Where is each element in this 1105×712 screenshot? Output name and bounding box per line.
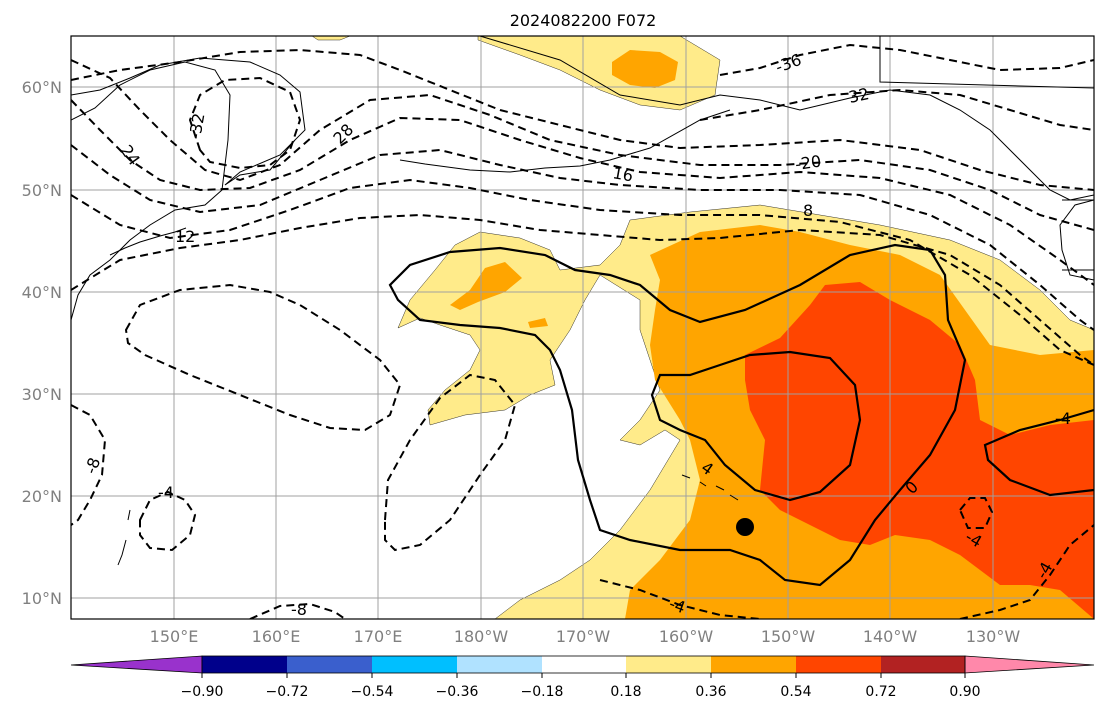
coast-marianas: [117, 509, 131, 566]
lat-label: 60°N: [22, 78, 62, 97]
contour-28: [71, 48, 1094, 191]
contour-8-north: [71, 213, 1094, 366]
lon-label: 130°W: [966, 627, 1021, 646]
contour-0-east: [983, 408, 1094, 497]
lat-label: 20°N: [22, 487, 62, 506]
colorbar-segment: [372, 656, 457, 673]
contour-32-east: [699, 88, 1094, 131]
longitude-labels: 150°E 160°E 170°E 180°W 170°W 160°W 150°…: [150, 627, 1021, 646]
contour-12: [71, 178, 1094, 366]
contour-label: -20: [794, 152, 823, 174]
colorbar-tick-label: 0.90: [949, 684, 980, 700]
contour-label: -4: [1055, 409, 1071, 428]
contour-4-ring: [958, 497, 994, 529]
colorbar-tick-label: −0.18: [521, 684, 564, 700]
contour-label: 16: [611, 163, 634, 185]
lon-label: 170°E: [354, 627, 403, 646]
lon-label: 150°E: [150, 627, 199, 646]
colorbar-segment: [287, 656, 372, 673]
colorbar-segment: [881, 656, 965, 673]
lat-label: 50°N: [22, 181, 62, 200]
lon-label: 150°W: [761, 627, 816, 646]
colorbar-tick-label: −0.72: [266, 684, 309, 700]
contour-label: -8: [81, 455, 104, 476]
lon-label: 140°W: [863, 627, 918, 646]
contour-label: 12: [175, 227, 195, 246]
colorbar-segment: [542, 656, 626, 673]
colorbar-segment: [626, 656, 711, 673]
colorbar-frame: [201, 655, 966, 674]
shade-orange-north: [612, 50, 678, 88]
shade-orange-blob-west: [450, 262, 522, 310]
lat-label: 10°N: [22, 589, 62, 608]
colorbar: −0.90 −0.72 −0.54 −0.36 −0.18 0.18 0.36 …: [70, 655, 1095, 700]
lon-label: 160°E: [252, 627, 301, 646]
contour-8-westedge: [71, 404, 107, 526]
location-marker-dot: [736, 518, 754, 536]
contour-4-blob: [384, 373, 517, 552]
colorbar-tick-label: 0.54: [780, 684, 811, 700]
colorbar-tick-label: 0.36: [695, 684, 726, 700]
contour-16: [71, 144, 1094, 331]
coast-canada-west: [1059, 199, 1094, 281]
coast-kuril-chain: [109, 227, 187, 256]
lat-label: 40°N: [22, 283, 62, 302]
contour-4-small: [139, 490, 197, 552]
coast-hawaii: [681, 474, 739, 501]
contour-0-main: [388, 243, 967, 587]
contour-label: 8: [803, 201, 813, 220]
colorbar-segment: [457, 656, 542, 673]
colorbar-tick-label: −0.90: [181, 684, 224, 700]
contour-label: -32: [185, 112, 208, 141]
colorbar-ticks: [201, 673, 966, 678]
figure-title: 2024082200 F072: [510, 11, 657, 30]
colorbar-segment: [202, 656, 287, 673]
contour-24: [71, 59, 1094, 231]
colorbar-tick-label: −0.54: [351, 684, 394, 700]
latitude-labels: 60°N 50°N 40°N 30°N 20°N 10°N: [22, 78, 62, 608]
shade-yellow-islet: [311, 36, 351, 41]
lon-label: 160°W: [659, 627, 714, 646]
colorbar-segment: [796, 656, 881, 673]
contour-36: [719, 43, 1094, 76]
contour-label: -8: [291, 600, 307, 619]
colorbar-extend-high: [964, 655, 1095, 674]
contour-4-se: [959, 524, 1094, 619]
colorbar-tick-label: 0.72: [865, 684, 896, 700]
coast-aleutian-chain: [399, 109, 731, 173]
contour-4-inner: [650, 350, 862, 502]
colorbar-tick-label: 0.18: [610, 684, 641, 700]
contour-4-south: [599, 579, 761, 619]
coast-asia-east: [71, 57, 306, 186]
contour-8-gyre: [124, 283, 402, 432]
contour-label: -4: [667, 594, 688, 617]
shading-red-band: [745, 282, 1094, 619]
map-frame: [70, 35, 1095, 620]
contours-negative: [71, 43, 1094, 619]
contour-label: -4: [158, 483, 174, 502]
contour-label: 32: [847, 84, 871, 107]
contour-32-west: [188, 76, 302, 170]
contours-nonneg: [388, 243, 1094, 587]
colorbar-segment: [711, 656, 796, 673]
shade-red-main: [745, 282, 1094, 619]
contour-8-bottom: [249, 602, 346, 619]
colorbar-extend-low: [70, 655, 203, 674]
contour-labels: -36 32 28 24 -32 -20 16 12 8 -8 -4 4 0 -…: [81, 50, 1071, 619]
map-panel: -36 32 28 24 -32 -20 16 12 8 -8 -4 4 0 -…: [71, 36, 1094, 619]
colorbar-tick-label: −0.36: [436, 684, 479, 700]
coast-borders: [879, 36, 1094, 271]
lon-label: 180°W: [454, 627, 509, 646]
coast-alaska: [479, 36, 1094, 201]
lon-label: 170°W: [556, 627, 611, 646]
shade-orange-fleck: [528, 318, 548, 328]
contour-20: [71, 99, 1094, 286]
lat-label: 30°N: [22, 385, 62, 404]
